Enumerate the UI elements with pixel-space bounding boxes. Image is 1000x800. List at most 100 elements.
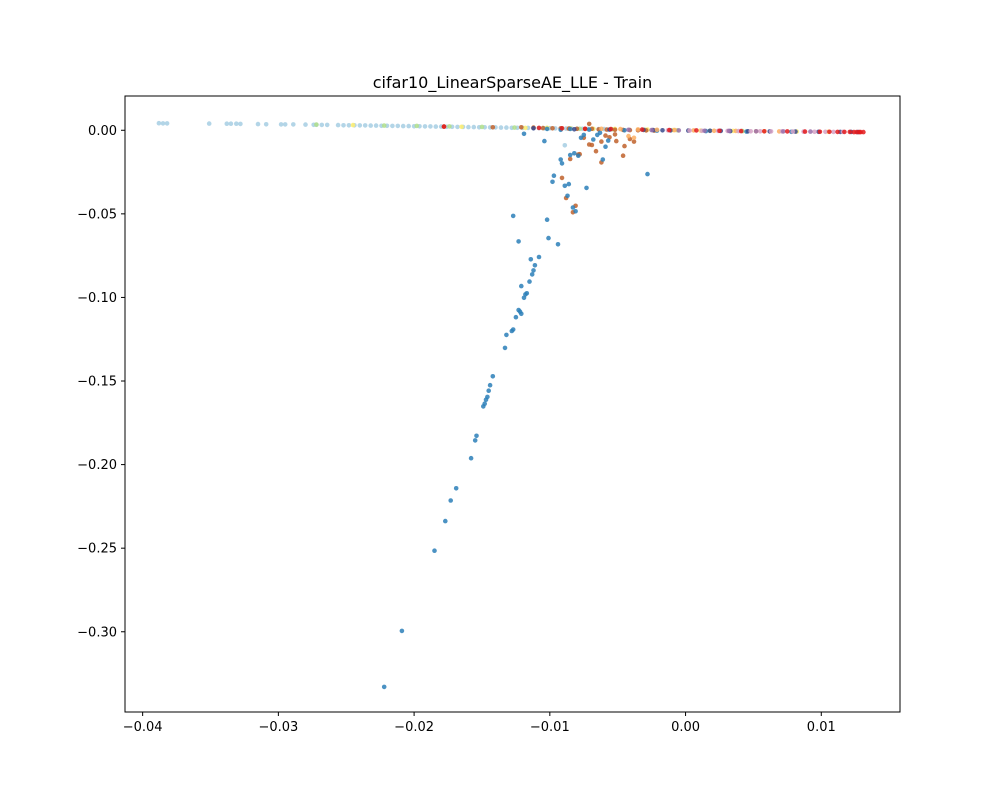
data-point [314,122,319,127]
data-point [603,133,608,138]
data-point [654,127,660,133]
x-tick-label: −0.01 [530,720,570,735]
data-point [510,213,516,219]
data-point [381,684,387,690]
data-point [443,518,448,524]
data-point [399,628,405,634]
data-point [502,345,508,351]
data-point [510,327,516,332]
data-point [861,129,866,135]
series-blue [381,126,794,690]
data-point [597,130,603,136]
data-point [599,139,604,144]
data-point [486,388,492,394]
data-point [472,438,478,443]
data-point [504,332,509,338]
data-point [639,127,645,132]
data-point [324,122,330,128]
data-point [555,242,561,247]
data-point [612,132,618,137]
data-point [303,122,308,127]
data-point [762,129,767,134]
data-point [645,171,650,177]
data-point [586,121,592,127]
chart-title: cifar10_LinearSparseAE_LLE - Train [373,73,653,93]
data-point [455,124,460,130]
data-point [498,125,504,130]
data-point [572,127,577,132]
data-point [422,124,428,129]
data-point [550,126,555,131]
data-point [523,125,528,131]
data-point [785,129,790,134]
data-point [441,124,447,129]
data-point [319,122,325,128]
data-point [572,151,577,156]
data-point [614,138,619,144]
data-point [559,161,565,166]
data-point [228,121,234,126]
data-point [519,125,524,130]
data-point [660,128,665,133]
data-point [531,268,536,273]
data-point [847,129,853,135]
data-point [635,127,641,132]
data-point [694,128,699,133]
data-point [726,128,732,134]
data-point [164,121,170,126]
data-point [823,129,828,135]
data-point [238,121,243,127]
x-tick-label: −0.03 [258,720,298,735]
data-point [626,127,631,133]
data-point [551,173,557,178]
data-point [562,183,568,189]
data-point [479,124,485,130]
data-point [707,128,713,134]
data-point [527,279,532,284]
data-point [453,486,459,491]
data-point [835,129,840,135]
data-point [544,126,550,132]
plot-area-frame [124,95,901,713]
data-point [570,205,576,210]
data-point [357,123,363,128]
data-point [582,126,588,132]
data-point [567,156,573,162]
data-point [466,124,471,130]
data-point [612,127,618,133]
data-point [504,125,509,130]
data-point [672,127,677,133]
x-axis: −0.04 −0.03 −0.02 −0.01 0.00 0.01 [123,712,836,735]
data-point [516,239,521,244]
data-point [490,374,496,379]
data-point [711,128,717,134]
data-point [566,181,572,187]
data-point [562,143,568,148]
data-point [567,126,573,132]
data-point [263,122,269,127]
data-point [490,125,496,130]
data-point [474,433,479,439]
data-point [414,123,420,129]
data-point [584,185,589,191]
x-tick-label: 0.00 [671,720,700,735]
data-point [532,263,538,268]
y-tick-label: −0.30 [77,625,117,640]
data-point [433,124,439,129]
data-point [565,193,570,199]
data-point [529,272,535,277]
data-point [622,143,627,149]
data-point [368,123,374,128]
data-point [400,123,406,129]
y-tick-label: −0.15 [77,375,117,390]
data-point [524,291,530,296]
data-point [581,132,587,138]
data-point [649,127,654,133]
data-point [558,157,563,162]
series-red [441,124,866,135]
data-point [447,124,452,129]
data-point [618,126,623,132]
data-point [512,125,517,130]
data-point [381,123,387,128]
